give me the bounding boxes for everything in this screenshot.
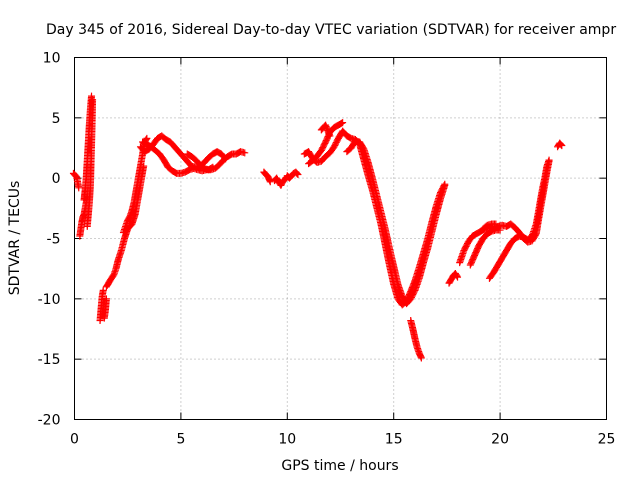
data-point xyxy=(99,286,107,294)
data-point xyxy=(556,140,564,148)
x-tick-label: 10 xyxy=(278,432,296,448)
data-point xyxy=(102,295,110,303)
data-points xyxy=(69,92,566,362)
data-point xyxy=(241,149,249,157)
data-point xyxy=(89,96,97,104)
x-tick-label: 25 xyxy=(598,432,616,448)
y-axis-label: SDTVAR / TECUs xyxy=(7,181,23,296)
data-point xyxy=(326,132,334,140)
data-point xyxy=(209,163,217,171)
y-tick-label: 10 xyxy=(43,51,61,67)
x-tick-label: 0 xyxy=(70,432,79,448)
data-point xyxy=(417,354,425,362)
x-tick-label: 5 xyxy=(176,432,185,448)
data-point xyxy=(143,134,151,142)
chart-title: Day 345 of 2016, Sidereal Day-to-day VTE… xyxy=(46,22,616,38)
y-tick-label: -10 xyxy=(38,292,61,308)
y-tick-label: -20 xyxy=(38,413,61,429)
x-tick-label: 15 xyxy=(385,432,403,448)
data-point xyxy=(453,272,461,280)
y-tick-label: 0 xyxy=(52,171,61,187)
data-point xyxy=(75,184,83,192)
data-point xyxy=(294,171,302,179)
data-point xyxy=(557,141,565,149)
x-tick-label: 20 xyxy=(491,432,509,448)
data-point xyxy=(293,170,301,178)
data-point xyxy=(441,181,449,189)
y-tick-label: -5 xyxy=(47,232,61,248)
grid-lines xyxy=(74,57,607,420)
data-point xyxy=(88,92,96,100)
y-tick-labels: -20 -15 -10 -5 0 5 10 xyxy=(38,51,61,429)
y-tick-label: 5 xyxy=(52,111,61,127)
data-point xyxy=(454,273,462,281)
data-point xyxy=(492,220,500,228)
data-point xyxy=(293,169,301,177)
y-tick-label: -15 xyxy=(38,352,61,368)
data-point xyxy=(496,226,504,234)
data-point xyxy=(545,156,553,164)
data-point xyxy=(266,178,274,186)
x-axis-label: GPS time / hours xyxy=(281,458,398,474)
data-point xyxy=(558,142,566,150)
data-point xyxy=(338,119,346,127)
data-point xyxy=(339,119,347,127)
data-point xyxy=(208,164,216,172)
x-tick-labels: 0 5 10 15 20 25 xyxy=(70,432,615,448)
